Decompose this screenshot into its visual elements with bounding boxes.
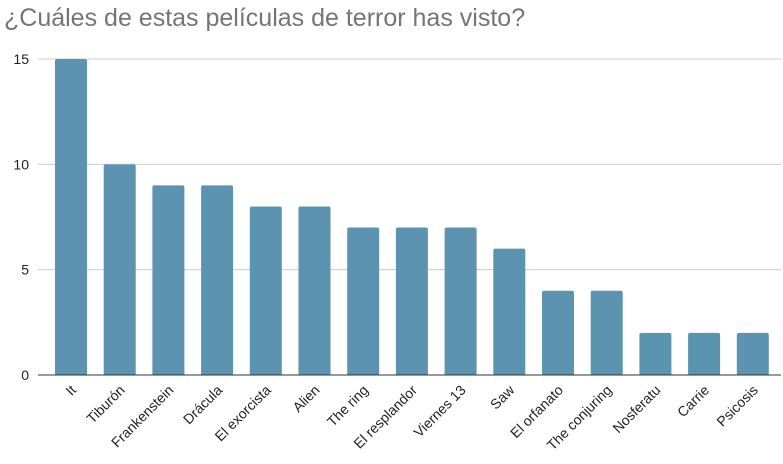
x-tick-label: Tiburón [83, 382, 128, 427]
bar [249, 206, 282, 375]
x-tick-label: Carrie [674, 382, 712, 420]
bar [493, 248, 526, 375]
bar [347, 227, 380, 375]
x-tick-label: Alien [289, 382, 322, 415]
bar [444, 227, 477, 375]
chart-title: ¿Cuáles de estas películas de terror has… [4, 4, 526, 32]
bar [688, 332, 721, 375]
x-tick-label: Drácula [180, 382, 226, 428]
x-tick-label: It [62, 382, 79, 399]
y-tick-label: 0 [21, 367, 29, 383]
bar [55, 59, 87, 375]
x-tick-label: Psicosis [713, 382, 761, 430]
x-tick-label: Saw [487, 381, 518, 412]
y-tick-label: 10 [13, 156, 29, 172]
x-tick-label: The ring [324, 382, 372, 430]
y-tick-label: 15 [13, 51, 29, 67]
bar [201, 185, 234, 375]
bar [639, 332, 672, 375]
bar [298, 206, 331, 375]
bar [590, 290, 623, 375]
y-tick-label: 5 [21, 262, 29, 278]
bar [542, 290, 574, 375]
bar [395, 227, 428, 375]
x-tick-label: Nosferatu [609, 382, 663, 436]
bar [152, 185, 185, 375]
bar [103, 164, 136, 375]
x-tick-label: Viernes 13 [410, 382, 469, 441]
bar [736, 332, 769, 375]
